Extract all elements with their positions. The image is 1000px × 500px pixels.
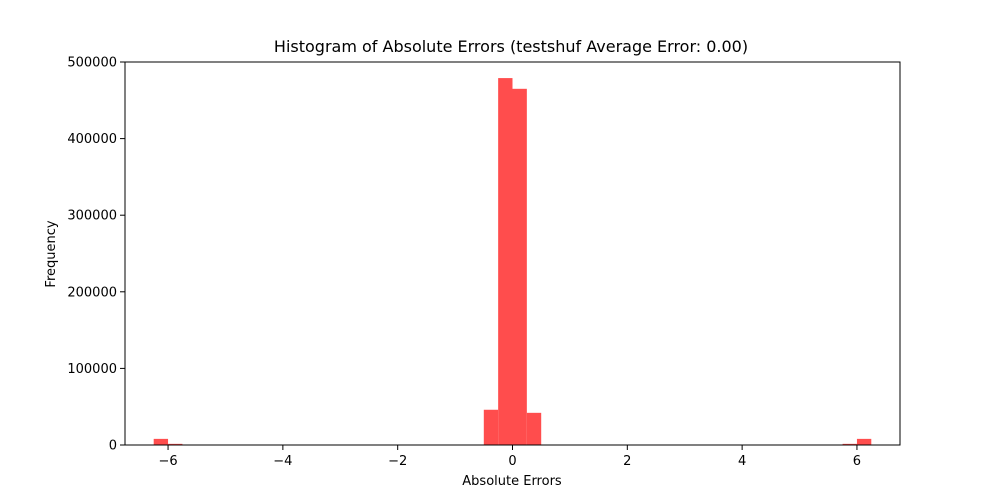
- y-tick-label: 500000: [67, 56, 117, 71]
- x-tick-label: 6: [853, 454, 861, 469]
- x-tick-label: −2: [388, 454, 407, 469]
- histogram-bar: [842, 443, 857, 445]
- histogram-bar: [856, 438, 872, 445]
- x-tick-label: 4: [738, 454, 746, 469]
- x-axis-title: Absolute Errors: [462, 474, 562, 489]
- x-tick-label: −6: [158, 454, 177, 469]
- x-tick-label: −4: [273, 454, 292, 469]
- y-tick-label: 0: [109, 439, 117, 454]
- y-tick-label: 200000: [67, 285, 117, 300]
- histogram-bar: [526, 412, 542, 445]
- x-tick-label: 2: [623, 454, 631, 469]
- y-axis-title: Frequency: [44, 220, 59, 287]
- histogram-bar: [498, 78, 513, 445]
- x-axis: −6 −4 −2 0 2 4 6: [158, 445, 861, 469]
- y-tick-label: 100000: [67, 362, 117, 377]
- histogram-bar: [512, 88, 527, 445]
- y-tick-label: 400000: [67, 132, 117, 147]
- histogram-bar: [483, 409, 499, 445]
- chart-title: Histogram of Absolute Errors (testshuf A…: [274, 37, 748, 56]
- x-tick-label: 0: [508, 454, 516, 469]
- bars-layer: [153, 78, 872, 445]
- y-tick-label: 300000: [67, 209, 117, 224]
- y-axis: 0 100000 200000 300000 400000 500000: [67, 56, 125, 454]
- histogram-bar: [153, 438, 169, 445]
- histogram-bar: [168, 443, 183, 445]
